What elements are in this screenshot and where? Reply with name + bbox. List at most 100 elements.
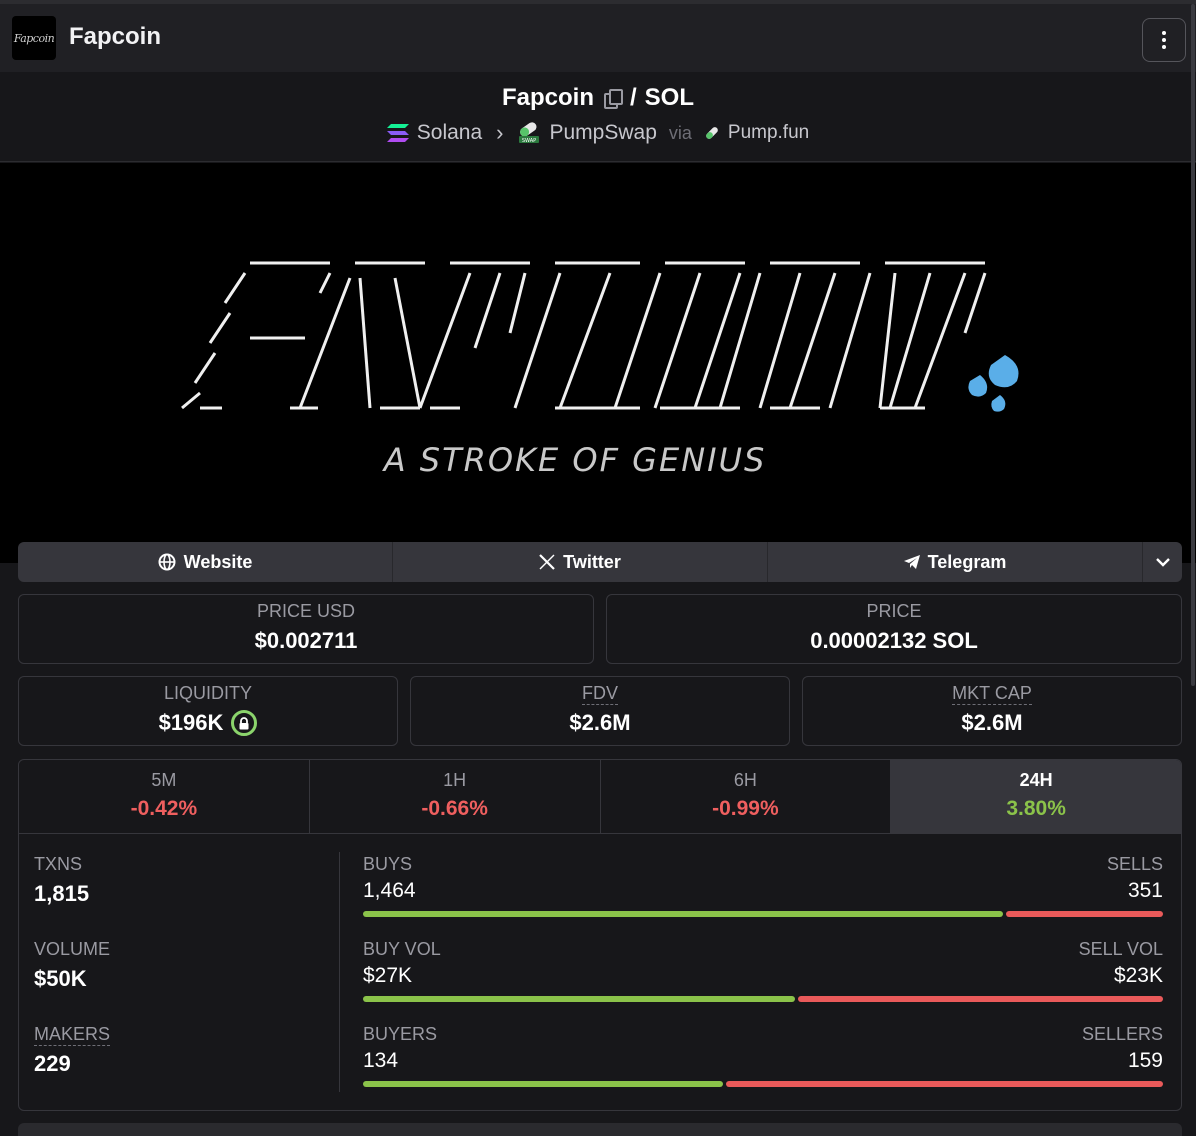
pumpfun-icon [706,127,718,139]
txns-label: TXNS [34,854,83,874]
social-links-bar: Website Twitter Telegram [18,542,1182,582]
chevron-down-icon [1155,558,1170,567]
token-banner: A STROKE OF GENIUS [0,163,1196,563]
buyers-sellers-bar [363,1081,1163,1087]
buy-vol-label: BUY VOL [363,939,441,959]
tab-1h-change: -0.66% [421,797,488,820]
liquidity-card: LIQUIDITY $196K [18,676,398,746]
website-label: Website [183,551,253,572]
tab-5m-change: -0.42% [130,797,198,820]
x-logo-icon [539,554,555,570]
makers-metric: MAKERS 229 [34,1024,111,1077]
token-title: Fapcoin [69,23,162,50]
buys-value: 1,464 [363,879,416,902]
kebab-dot-icon [1162,45,1166,49]
chain-name[interactable]: Solana [416,121,483,144]
pair-separator: / [630,84,637,111]
sellers-value: 159 [1127,1049,1163,1072]
volume-label: VOLUME [34,939,111,959]
quote-token-name: SOL [644,84,695,111]
fdv-card: FDV $2.6M [410,676,790,746]
scrollbar[interactable] [1191,4,1195,686]
sells-bar-fill [1006,911,1163,917]
telegram-link[interactable]: Telegram [768,542,1143,582]
buys-sells-bar [363,911,1163,917]
price-native-value: 0.00002132 SOL [810,628,978,653]
fdv-label[interactable]: FDV [582,683,618,705]
tab-1h[interactable]: 1H -0.66% [310,760,601,833]
lock-icon[interactable] [231,710,258,736]
tab-24h-change: 3.80% [1006,797,1066,820]
tab-24h[interactable]: 24H 3.80% [891,760,1181,833]
tab-1h-label: 1H [443,770,467,790]
banner-tagline: A STROKE OF GENIUS [383,441,767,479]
volume-split-block: BUY VOL SELL VOL $27K $23K [363,939,1163,1002]
pumpswap-icon: SWAP [519,122,540,144]
next-section-header [18,1123,1182,1136]
price-native-card: PRICE 0.00002132 SOL [606,594,1182,664]
sellers-bar-fill [726,1081,1163,1087]
buys-label: BUYS [363,854,413,874]
base-token-name: Fapcoin [501,84,594,111]
buy-vol-value: $27K [363,964,413,987]
solana-icon [386,124,409,142]
tab-24h-label: 24H [1019,770,1053,790]
twitter-label: Twitter [563,551,621,572]
dex-name[interactable]: PumpSwap [549,121,657,144]
fapcoin-wordmark-logo [181,261,1019,412]
breadcrumb: Solana › SWAP PumpSwap via Pump.fun [0,120,1196,146]
sell-vol-bar-fill [798,996,1163,1002]
svg-text:SWAP: SWAP [522,138,536,144]
tab-6h-label: 6H [733,770,757,790]
chevron-right-icon: › [496,120,504,145]
price-usd-value: $0.002711 [254,628,358,653]
launchpad-name[interactable]: Pump.fun [727,122,810,143]
copy-icon[interactable] [604,89,623,109]
txns-metric: TXNS 1,815 [34,854,89,907]
tab-6h-change: -0.99% [712,797,779,820]
fdv-value: $2.6M [569,710,631,735]
sells-label: SELLS [1106,854,1163,874]
txns-value: 1,815 [34,881,90,906]
top-bar: Fapcoin Fapcoin [0,0,1196,72]
market-cap-value: $2.6M [961,710,1023,735]
makers-label[interactable]: MAKERS [34,1024,111,1046]
stats-divider [339,852,340,1092]
buys-sells-block: BUYS SELLS 1,464 351 [363,854,1163,917]
globe-icon [158,553,176,571]
website-link[interactable]: Website [18,542,393,582]
expand-links-button[interactable] [1143,542,1182,582]
kebab-dot-icon [1162,38,1166,42]
buy-vol-bar-fill [363,996,795,1002]
tab-5m[interactable]: 5M -0.42% [19,760,310,833]
sellers-label: SELLERS [1081,1024,1163,1044]
volume-value: $50K [34,966,87,991]
via-label: via [668,122,692,143]
price-usd-card: PRICE USD $0.002711 [18,594,594,664]
pair-header: Fapcoin / SOL Solana › SWAP PumpSwap via… [0,72,1196,162]
price-usd-label: PRICE USD [256,601,355,621]
sell-vol-value: $23K [1113,964,1163,987]
buyers-value: 134 [363,1049,399,1072]
telegram-icon [903,555,920,569]
market-cap-card: MKT CAP $2.6M [802,676,1182,746]
more-options-button[interactable] [1142,18,1186,62]
tab-5m-label: 5M [151,770,177,790]
logo-text: Fapcoin [13,31,55,45]
tab-6h[interactable]: 6H -0.99% [601,760,892,833]
timeframe-tabs: 5M -0.42% 1H -0.66% 6H -0.99% 24H 3.80% [19,760,1181,834]
buyers-label: BUYERS [363,1024,438,1044]
sells-value: 351 [1127,879,1163,902]
buys-bar-fill [363,911,1003,917]
market-cap-label[interactable]: MKT CAP [952,683,1032,705]
telegram-label: Telegram [927,551,1007,572]
volume-split-bar [363,996,1163,1002]
stats-panel: 5M -0.42% 1H -0.66% 6H -0.99% 24H 3.80% … [18,759,1182,1111]
kebab-dot-icon [1162,31,1166,35]
volume-metric: VOLUME $50K [34,939,110,992]
twitter-link[interactable]: Twitter [393,542,768,582]
token-logo[interactable]: Fapcoin [12,16,56,60]
price-native-label: PRICE [866,601,922,621]
liquidity-label: LIQUIDITY [163,683,252,703]
pair-title: Fapcoin / SOL [0,84,1196,112]
